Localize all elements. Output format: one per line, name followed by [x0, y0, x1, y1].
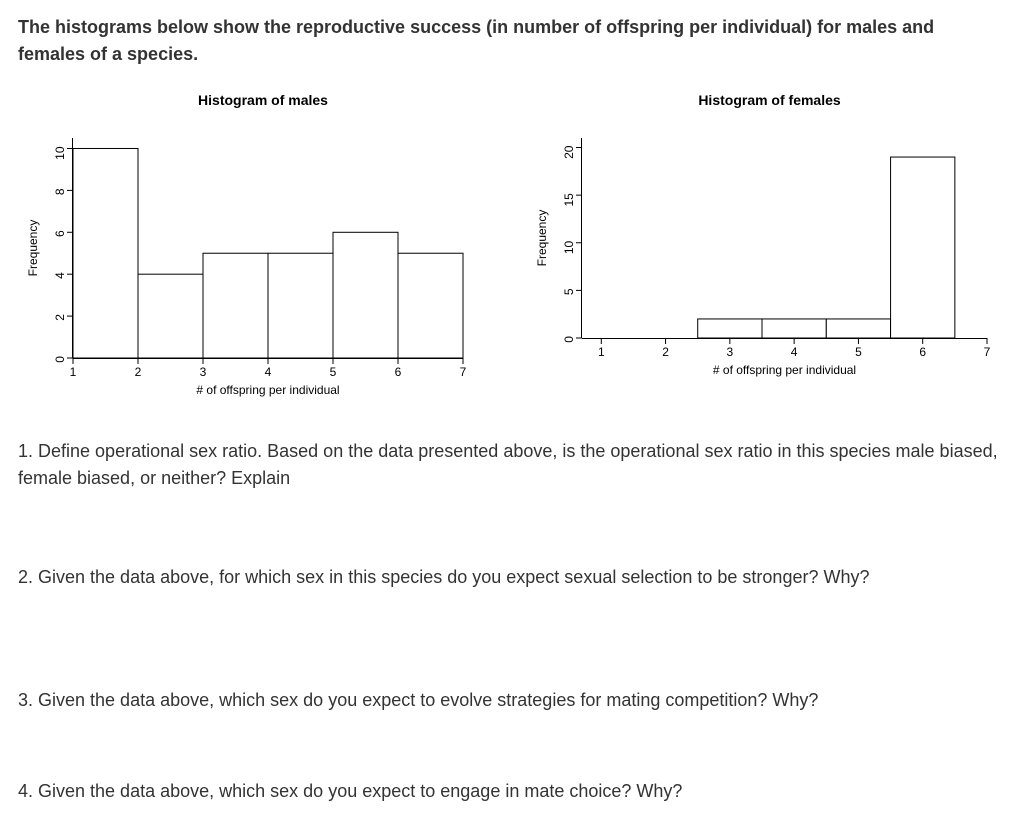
histogram-bar — [138, 274, 203, 358]
intro-text: The histograms below show the reproducti… — [18, 14, 1006, 68]
x-tick-label: 4 — [265, 365, 272, 379]
question-3: 3. Given the data above, which sex do yo… — [18, 687, 1006, 714]
chart-females-svg: 1 2 3 4 5 6 7 0 5 10 15 20 # of offspring per indivi… — [532, 118, 1007, 390]
y-tick-label: 4 — [53, 272, 67, 279]
chart-males-svg: 1 2 3 4 5 6 7 0 2 4 6 8 10 # of offspring per individ… — [18, 118, 508, 410]
histogram-bar — [398, 253, 463, 358]
question-2: 2. Given the data above, for which sex i… — [18, 564, 1006, 591]
histogram-bar — [826, 319, 890, 338]
question-1: 1. Define operational sex ratio. Based o… — [18, 438, 1006, 492]
x-tick-label: 5 — [330, 365, 337, 379]
histogram-bar — [73, 148, 138, 358]
y-tick-label: 20 — [562, 145, 576, 159]
y-tick-label: 0 — [53, 356, 67, 363]
y-axis-label: Frequency — [535, 210, 549, 267]
y-tick-label: 8 — [53, 188, 67, 195]
y-tick-label: 15 — [562, 193, 576, 207]
chart-females-title: Histogram of females — [532, 92, 1007, 108]
histogram-bar — [698, 319, 762, 338]
chart-females: Histogram of females 1 2 3 4 5 6 7 0 5 10 15 20 # of… — [532, 92, 1007, 410]
histogram-bar — [891, 157, 955, 338]
histogram-bar — [333, 232, 398, 358]
x-tick-label: 6 — [919, 345, 926, 359]
y-axis-label: Frequency — [26, 220, 40, 277]
y-tick-label: 5 — [562, 288, 576, 295]
histogram-bar — [762, 319, 826, 338]
x-tick-label: 4 — [791, 345, 798, 359]
y-tick-label: 0 — [562, 336, 576, 343]
question-4: 4. Given the data above, which sex do yo… — [18, 778, 1006, 805]
x-tick-label: 2 — [662, 345, 669, 359]
x-tick-label: 7 — [460, 365, 467, 379]
x-tick-label: 6 — [395, 365, 402, 379]
x-tick-label: 3 — [727, 345, 734, 359]
histogram-bar — [268, 253, 333, 358]
chart-males-title: Histogram of males — [18, 92, 508, 108]
x-tick-label: 2 — [135, 365, 142, 379]
x-axis-label: # of offspring per individual — [713, 363, 856, 377]
x-tick-label: 7 — [984, 345, 991, 359]
y-tick-label: 10 — [53, 146, 67, 160]
histogram-bar — [203, 253, 268, 358]
x-tick-label: 3 — [200, 365, 207, 379]
x-tick-label: 1 — [598, 345, 605, 359]
x-tick-label: 5 — [855, 345, 862, 359]
charts-row: Histogram of males 12345670246810# of of… — [18, 92, 1006, 410]
x-tick-label: 1 — [70, 365, 77, 379]
questions: 1. Define operational sex ratio. Based o… — [18, 438, 1006, 805]
chart-males: Histogram of males 1 2 3 4 5 6 7 0 2 4 6 8 10 # of of… — [18, 92, 508, 410]
y-tick-label: 2 — [53, 314, 67, 321]
y-tick-label: 6 — [53, 230, 67, 237]
x-axis-label: # of offspring per individual — [196, 383, 339, 397]
y-tick-label: 10 — [562, 240, 576, 254]
